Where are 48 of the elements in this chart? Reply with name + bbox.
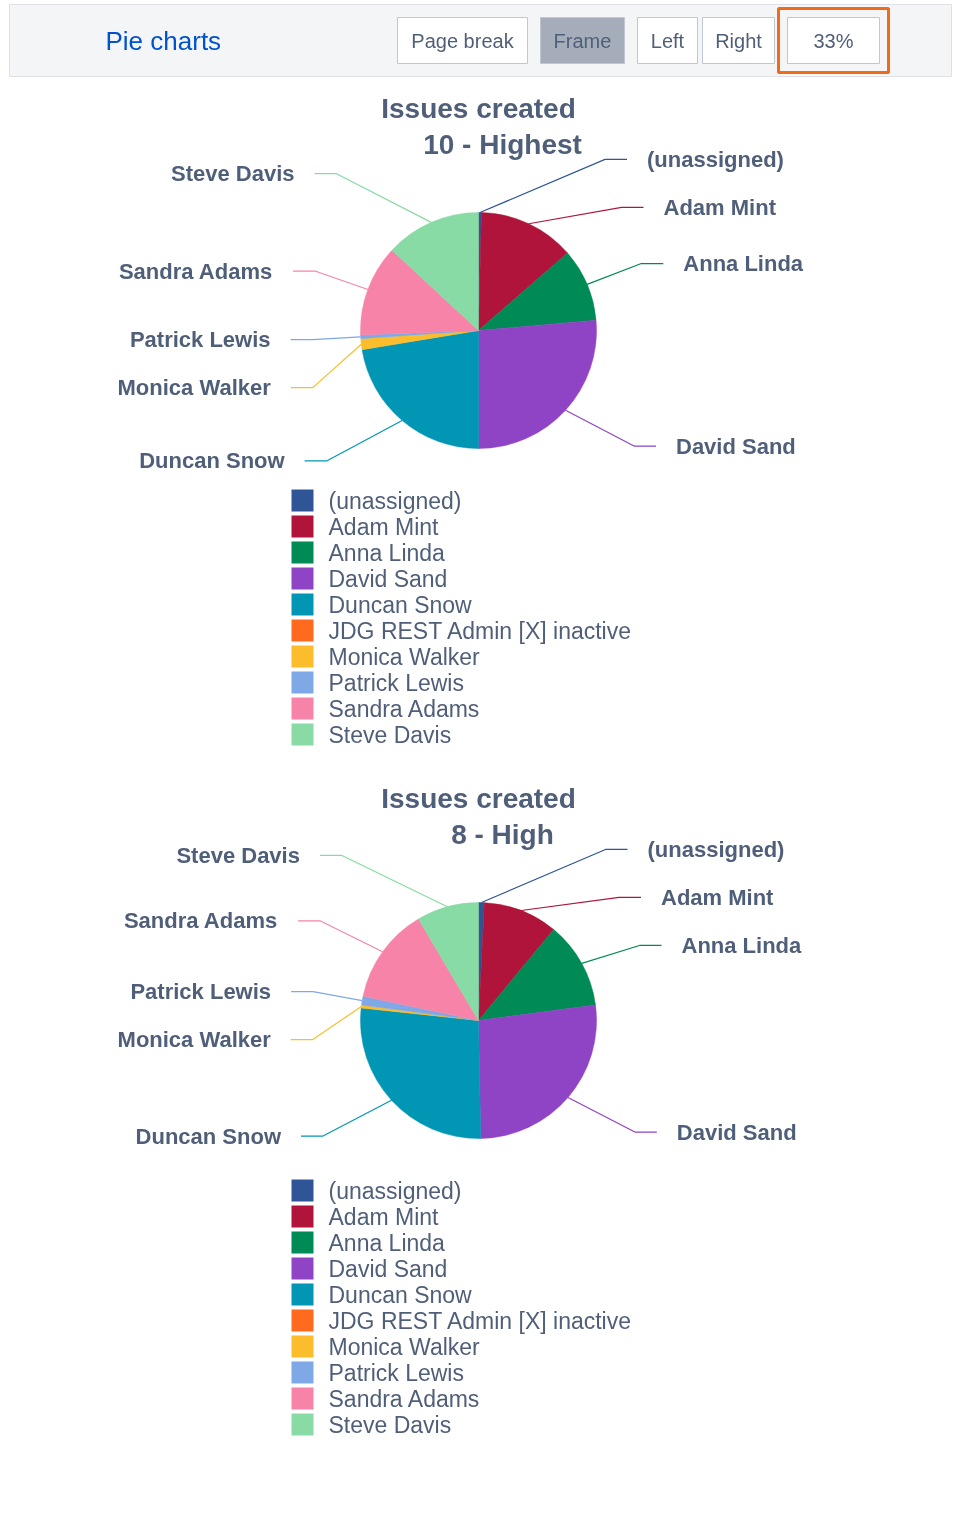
legend-label: David Sand (328, 565, 448, 592)
legend-label: Monica Walker (328, 1333, 481, 1360)
legend-label: (unassigned) (328, 1177, 462, 1204)
chart-subtitle: 10 - Highest (423, 129, 582, 160)
legend-label: JDG REST Admin [X] inactive (328, 617, 632, 644)
slice-label: Monica Walker (117, 1027, 272, 1053)
slice-label: Monica Walker (117, 375, 272, 401)
text: Left (650, 29, 685, 52)
text: 33% (813, 29, 854, 52)
text: Right (715, 29, 763, 52)
legend-label: Anna Linda (328, 1229, 446, 1256)
text: Page break (411, 29, 515, 52)
text: Frame (553, 29, 612, 52)
legend-label: Sandra Adams (328, 695, 480, 722)
slice-label: Sandra Adams (118, 258, 273, 284)
slice-label: Anna Linda (681, 932, 803, 958)
legend-label: Steve Davis (328, 721, 452, 748)
slice-label: Duncan Snow (139, 448, 286, 474)
legend-label: Anna Linda (328, 539, 446, 566)
legend-label: Steve Davis (328, 1411, 452, 1438)
slice-label: David Sand (676, 1119, 797, 1145)
text: Pie charts (105, 25, 222, 56)
slice-label: Steve Davis (176, 842, 300, 868)
legend-label: (unassigned) (328, 487, 462, 514)
slice-label: Patrick Lewis (130, 979, 272, 1005)
legend-label: Duncan Snow (328, 591, 473, 618)
legend-label: Sandra Adams (328, 1385, 480, 1412)
legend-label: Patrick Lewis (328, 669, 464, 696)
chart-title: Issues created (381, 783, 576, 814)
legend-label: Monica Walker (328, 643, 481, 670)
slice-label: Anna Linda (683, 251, 804, 277)
legend-label: Adam Mint (328, 513, 440, 540)
legend-label: JDG REST Admin [X] inactive (328, 1307, 632, 1334)
legend-label: Duncan Snow (328, 1281, 473, 1308)
slice-label: Duncan Snow (135, 1123, 282, 1149)
slice-label: Adam Mint (663, 194, 777, 220)
slice-label: Steve Davis (170, 161, 295, 187)
chart-subtitle: 8 - High (451, 819, 554, 850)
slice-label: David Sand (676, 433, 796, 459)
slice-label: Patrick Lewis (129, 327, 271, 353)
slice-label: (unassigned) (647, 836, 785, 862)
chart-title: Issues created (381, 93, 576, 124)
legend-label: Patrick Lewis (328, 1359, 464, 1386)
slice-label: Sandra Adams (123, 908, 278, 934)
slice-label: Adam Mint (660, 884, 775, 910)
slice-label: (unassigned) (647, 146, 784, 172)
legend-label: David Sand (328, 1255, 448, 1282)
legend-label: Adam Mint (328, 1203, 440, 1230)
